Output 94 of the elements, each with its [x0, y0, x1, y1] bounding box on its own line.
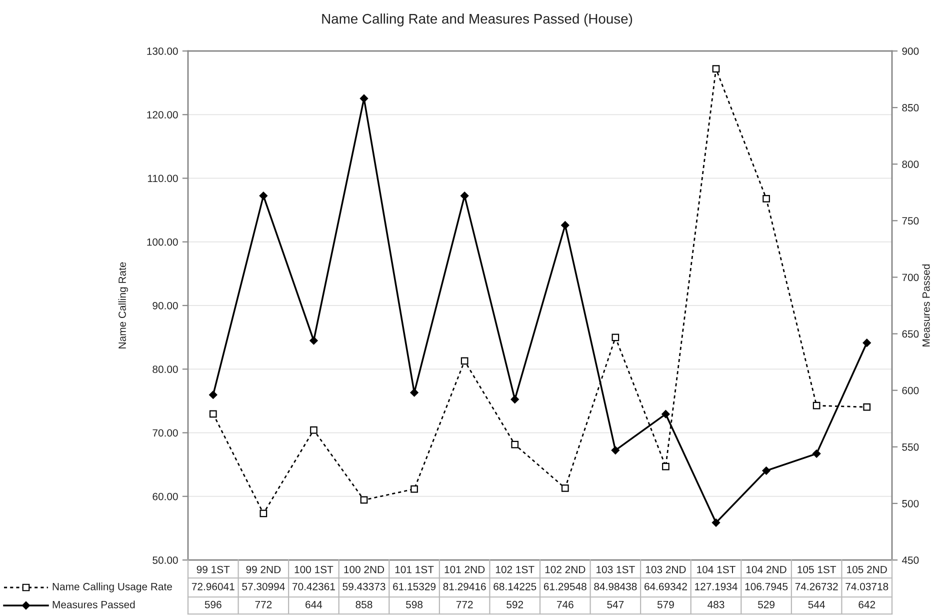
x-tick-label: 101 2ND [444, 566, 485, 574]
y-tick-label: 50.00 [152, 556, 178, 564]
data-label: 61.15329 [393, 582, 436, 590]
y2-tick-label: 650 [902, 330, 919, 338]
x-tick-label: 103 2ND [646, 566, 686, 574]
x-tick-label: 104 1ST [697, 566, 736, 574]
data-label: 547 [607, 601, 624, 608]
point [863, 403, 871, 411]
y2-tick-label: 550 [902, 443, 919, 451]
data-label: 70.42361 [292, 582, 335, 590]
point [310, 336, 318, 345]
data-label: 483 [708, 600, 724, 608]
legend-label: Name Calling Usage Rate [52, 582, 172, 592]
data-label: 64.69342 [644, 582, 687, 590]
data-label: 642 [858, 600, 876, 608]
y-tick-label: 90.00 [152, 302, 178, 310]
data-label: 106.7945 [745, 582, 788, 590]
data-label: 579 [657, 600, 674, 608]
point [460, 357, 468, 365]
y2-tick-label: 600 [902, 386, 919, 394]
y-axis-title: Name Calling Rate [118, 262, 128, 348]
x-tick-label: 105 2ND [847, 566, 887, 574]
y-tick-label: 130.00 [147, 48, 178, 55]
point [612, 334, 620, 342]
point [662, 410, 670, 418]
y-tick-label: 80.00 [152, 366, 178, 373]
y2-axis-title: Measures Passed [922, 264, 930, 346]
y2-tick-label: 850 [902, 104, 919, 112]
x-tick-label: 99 2ND [246, 566, 281, 574]
point [762, 194, 770, 202]
point [410, 485, 418, 493]
x-tick-label: 100 2ND [344, 566, 384, 574]
data-label: 772 [255, 600, 272, 608]
legend-label: Measures Passed [52, 600, 135, 608]
point [410, 388, 418, 397]
data-label: 74.26732 [795, 582, 838, 590]
x-tick-label: 105 1ST [798, 566, 836, 574]
data-label: 68.14225 [494, 582, 536, 590]
point [862, 338, 871, 347]
data-label: 544 [808, 601, 825, 608]
point [511, 440, 519, 448]
point [812, 402, 820, 410]
x-tick-label: 102 1ST [496, 566, 534, 574]
y-tick-label: 60.00 [152, 492, 178, 500]
data-label: 84.98438 [594, 582, 637, 590]
point [310, 426, 318, 434]
y-tick-label: 70.00 [152, 429, 178, 437]
data-label: 598 [406, 600, 423, 608]
y2-tick-label: 750 [902, 217, 919, 225]
point [762, 466, 770, 475]
data-label: 746 [556, 600, 574, 608]
point [360, 496, 368, 504]
y-tick-label: 110.00 [148, 174, 178, 182]
x-tick-label: 102 2ND [545, 566, 586, 574]
y2-tick-label: 800 [902, 160, 919, 168]
point [360, 94, 368, 103]
data-label: 529 [758, 600, 774, 608]
x-tick-label: 101 1ST [395, 566, 434, 574]
data-label: 772 [456, 600, 473, 608]
data-label: 644 [306, 600, 322, 608]
point [611, 446, 620, 454]
y2-tick-label: 900 [902, 48, 919, 55]
y-tick-label: 120.00 [147, 111, 178, 118]
data-label: 127.1934 [695, 582, 738, 590]
point [662, 462, 670, 470]
point [561, 484, 569, 492]
chart-title: Name Calling Rate and Measures Passed (House) [322, 14, 632, 26]
point [712, 65, 720, 73]
data-label: 81.29416 [443, 582, 486, 590]
y2-tick-label: 500 [902, 500, 919, 508]
y2-tick-label: 700 [902, 274, 919, 282]
y2-tick-label: 450 [902, 556, 919, 564]
point [460, 192, 469, 200]
point [812, 450, 821, 458]
x-tick-label: 103 1ST [596, 566, 635, 574]
data-label: 74.03718 [846, 582, 888, 590]
point [259, 192, 268, 200]
data-label: 596 [204, 600, 222, 608]
data-label: 57.30994 [242, 582, 285, 590]
x-tick-label: 104 2ND [746, 566, 786, 574]
point [712, 518, 720, 527]
data-label: 72.96041 [192, 582, 234, 590]
point [209, 390, 218, 399]
y-tick-label: 100.00 [147, 238, 178, 246]
data-label: 59.43373 [342, 582, 386, 590]
x-tick-label: 100 1ST [294, 566, 334, 574]
point [561, 221, 570, 230]
data-label: 592 [506, 600, 524, 608]
point [209, 410, 217, 418]
x-tick-label: 99 1ST [196, 566, 230, 574]
data-label: 858 [356, 600, 372, 608]
point [260, 510, 268, 518]
point [510, 395, 519, 404]
data-label: 61.29548 [544, 582, 586, 590]
